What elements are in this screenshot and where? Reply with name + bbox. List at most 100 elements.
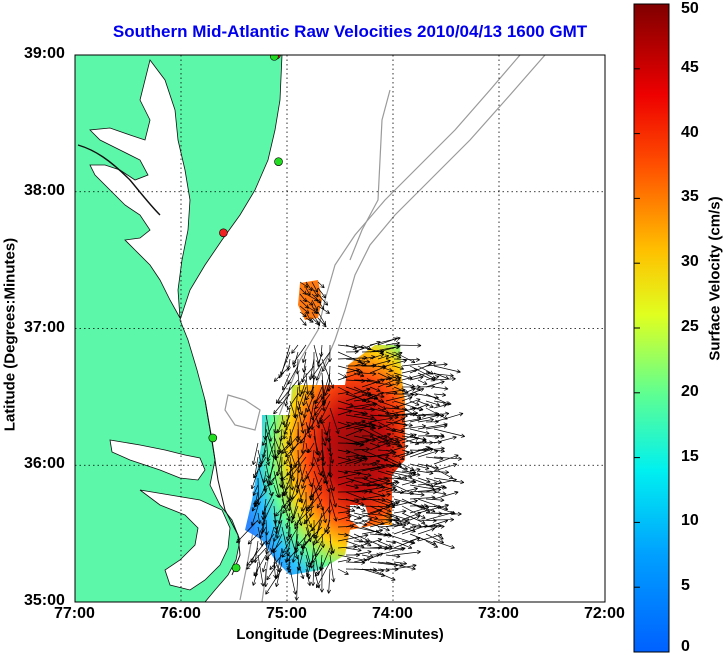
y-axis-label: Latitude (Degrees:Minutes) <box>1 237 19 432</box>
velocity-arrow <box>425 424 448 430</box>
velocity-arrow <box>311 293 322 304</box>
velocity-arrow <box>353 372 365 378</box>
velocity-arrow <box>433 400 452 406</box>
velocity-arrow <box>307 407 323 434</box>
velocity-arrow <box>385 522 400 528</box>
velocity-arrow <box>287 393 299 411</box>
velocity-arrow <box>321 358 335 389</box>
velocity-arrow <box>314 393 323 405</box>
velocity-arrow <box>310 477 323 501</box>
velocity-arrow <box>262 421 275 446</box>
velocity-arrow <box>327 463 332 477</box>
velocity-arrow <box>425 400 441 407</box>
velocity-arrow <box>314 386 331 410</box>
velocity-arrow <box>305 491 323 512</box>
velocity-arrow <box>393 550 421 556</box>
velocity-arrow <box>289 456 307 479</box>
velocity-arrow <box>337 470 349 475</box>
colorbar-tick-label: 50 <box>681 0 699 17</box>
colorbar-label: Surface Velocity (cm/s) <box>706 196 724 361</box>
velocity-arrow <box>299 293 307 303</box>
velocity-arrow <box>261 491 275 515</box>
velocity-arrow <box>299 305 310 314</box>
velocity-arrow <box>433 435 457 444</box>
velocity-arrow <box>409 515 421 521</box>
velocity-arrow <box>297 407 305 434</box>
velocity-arrow <box>433 392 447 397</box>
velocity-arrow <box>263 568 268 588</box>
velocity-arrow <box>311 547 323 563</box>
velocity-arrow <box>425 362 448 367</box>
velocity-arrow <box>250 470 259 490</box>
velocity-arrow <box>393 365 405 371</box>
plot-frame <box>74 54 606 603</box>
velocity-arrow <box>345 428 363 437</box>
velocity-arrow <box>369 491 386 498</box>
velocity-arrow <box>369 359 391 367</box>
velocity-arrow <box>337 509 351 514</box>
velocity-arrow <box>433 454 459 465</box>
velocity-arrow <box>282 526 299 554</box>
velocity-arrow <box>252 484 259 496</box>
velocity-arrow <box>393 421 408 427</box>
velocity-arrow <box>305 372 310 395</box>
velocity-arrow <box>433 490 459 500</box>
velocity-arrow <box>401 526 416 533</box>
velocity-arrow <box>295 463 307 493</box>
velocity-arrow <box>311 317 320 325</box>
velocity-arrow <box>295 428 300 443</box>
velocity-arrow <box>345 470 372 478</box>
velocity-arrow <box>393 509 407 514</box>
velocity-arrow <box>425 540 439 548</box>
velocity-arrow <box>257 554 265 587</box>
velocity-arrow <box>322 358 331 372</box>
velocity-arrow <box>433 478 457 486</box>
velocity-arrow <box>433 448 445 454</box>
velocity-arrow <box>409 387 425 395</box>
velocity-arrow <box>361 414 375 420</box>
velocity-arrow <box>393 451 410 458</box>
velocity-arrow <box>262 470 267 484</box>
velocity-arrow <box>319 400 331 423</box>
velocity-arrow <box>329 477 335 492</box>
velocity-arrow <box>425 446 445 451</box>
velocity-arrow <box>276 421 283 434</box>
radar-station-marker <box>269 55 279 61</box>
velocity-arrow <box>311 299 319 311</box>
velocity-arrow <box>270 540 275 553</box>
velocity-arrow <box>409 400 420 406</box>
velocity-arrow <box>409 536 421 542</box>
x-axis-label: Longitude (Degrees:Minutes) <box>236 626 444 643</box>
velocity-arrow <box>393 372 413 380</box>
velocity-arrow <box>385 351 402 359</box>
graticule-grid <box>75 55 605 602</box>
velocity-arrow <box>433 403 448 409</box>
y-tick-label: 39:00 <box>24 45 65 62</box>
velocity-arrow <box>299 281 309 288</box>
velocity-arrow <box>305 470 313 488</box>
velocity-arrow <box>305 463 315 480</box>
velocity-arrow <box>345 368 360 374</box>
velocity-arrow <box>251 442 259 466</box>
velocity-arrow <box>316 561 331 589</box>
velocity-arrow <box>401 424 427 430</box>
velocity-arrow <box>401 396 413 402</box>
velocity-arrow <box>329 449 335 464</box>
velocity-arrow <box>293 386 299 418</box>
velocity-arrow <box>281 547 291 558</box>
y-tick-label: 37:00 <box>24 318 65 336</box>
velocity-arrow <box>393 491 425 497</box>
velocity-arrow <box>433 533 444 540</box>
velocity-arrow <box>247 533 259 545</box>
velocity-arrow <box>417 403 429 409</box>
velocity-arrow <box>377 477 391 483</box>
velocity-arrow <box>433 376 456 382</box>
velocity-arrow <box>393 428 405 433</box>
velocity-arrow <box>313 344 320 364</box>
velocity-arrow <box>266 568 275 581</box>
velocity-arrow <box>292 344 307 365</box>
velocity-arrow <box>265 526 275 555</box>
velocity-arrow <box>385 374 400 381</box>
velocity-arrow <box>329 407 340 435</box>
